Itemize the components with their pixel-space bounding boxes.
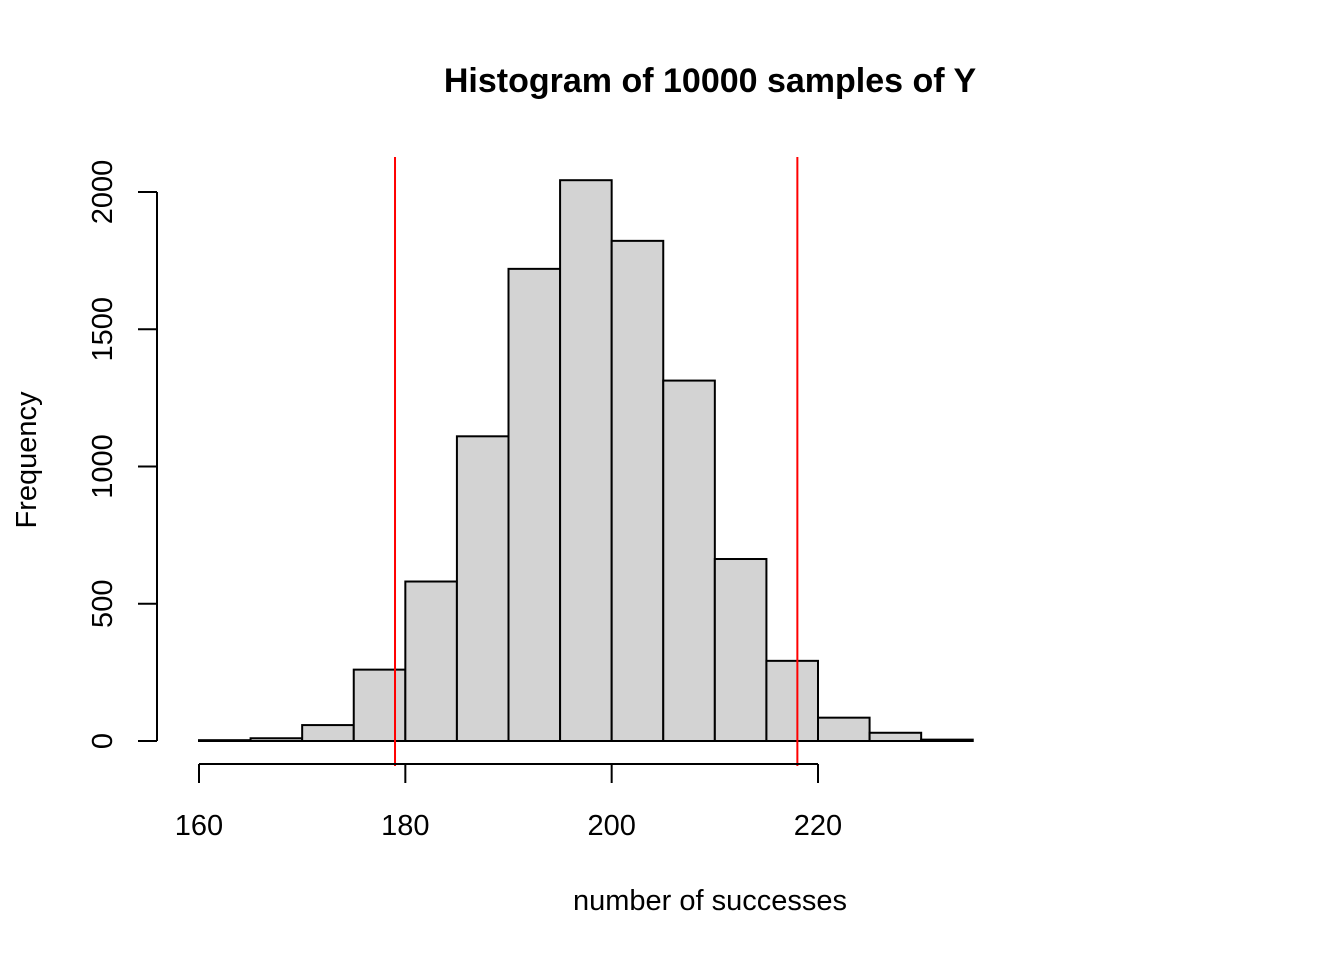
x-tick-label: 180: [381, 810, 429, 842]
y-tick-label: 2000: [87, 160, 119, 225]
x-axis-label: number of successes: [573, 885, 847, 917]
y-tick-label: 1500: [87, 297, 119, 362]
histogram-bar: [713, 558, 768, 742]
x-tick-label: 200: [587, 810, 635, 842]
reference-lines: [394, 157, 799, 766]
y-axis: 0 500 1000 1500 2000: [87, 160, 158, 749]
histogram-bar: [507, 267, 562, 742]
y-tick-label: 500: [87, 580, 119, 628]
x-axis: 160 180 200 220: [175, 763, 842, 842]
histogram-bar: [559, 179, 613, 743]
histogram-bar: [198, 739, 252, 743]
y-axis-label: Frequency: [11, 391, 43, 529]
y-tick-label: 1000: [87, 434, 119, 499]
histogram-bar: [249, 737, 304, 743]
histogram-bar: [352, 668, 407, 743]
histogram-bar: [765, 659, 820, 743]
histogram-bar: [404, 580, 458, 742]
histogram-bar: [455, 435, 510, 742]
histogram-bar: [662, 379, 716, 742]
histogram-bar: [817, 716, 871, 742]
histogram-bar: [610, 239, 665, 742]
histogram-bar: [868, 731, 923, 743]
histogram-bar: [920, 738, 974, 743]
y-tick-label: 0: [87, 733, 119, 749]
histogram-bar: [301, 724, 355, 742]
chart-title: Histogram of 10000 samples of Y: [444, 62, 977, 100]
x-tick-label: 220: [794, 810, 842, 842]
x-tick-label: 160: [175, 810, 223, 842]
histogram-bars: [198, 179, 974, 743]
